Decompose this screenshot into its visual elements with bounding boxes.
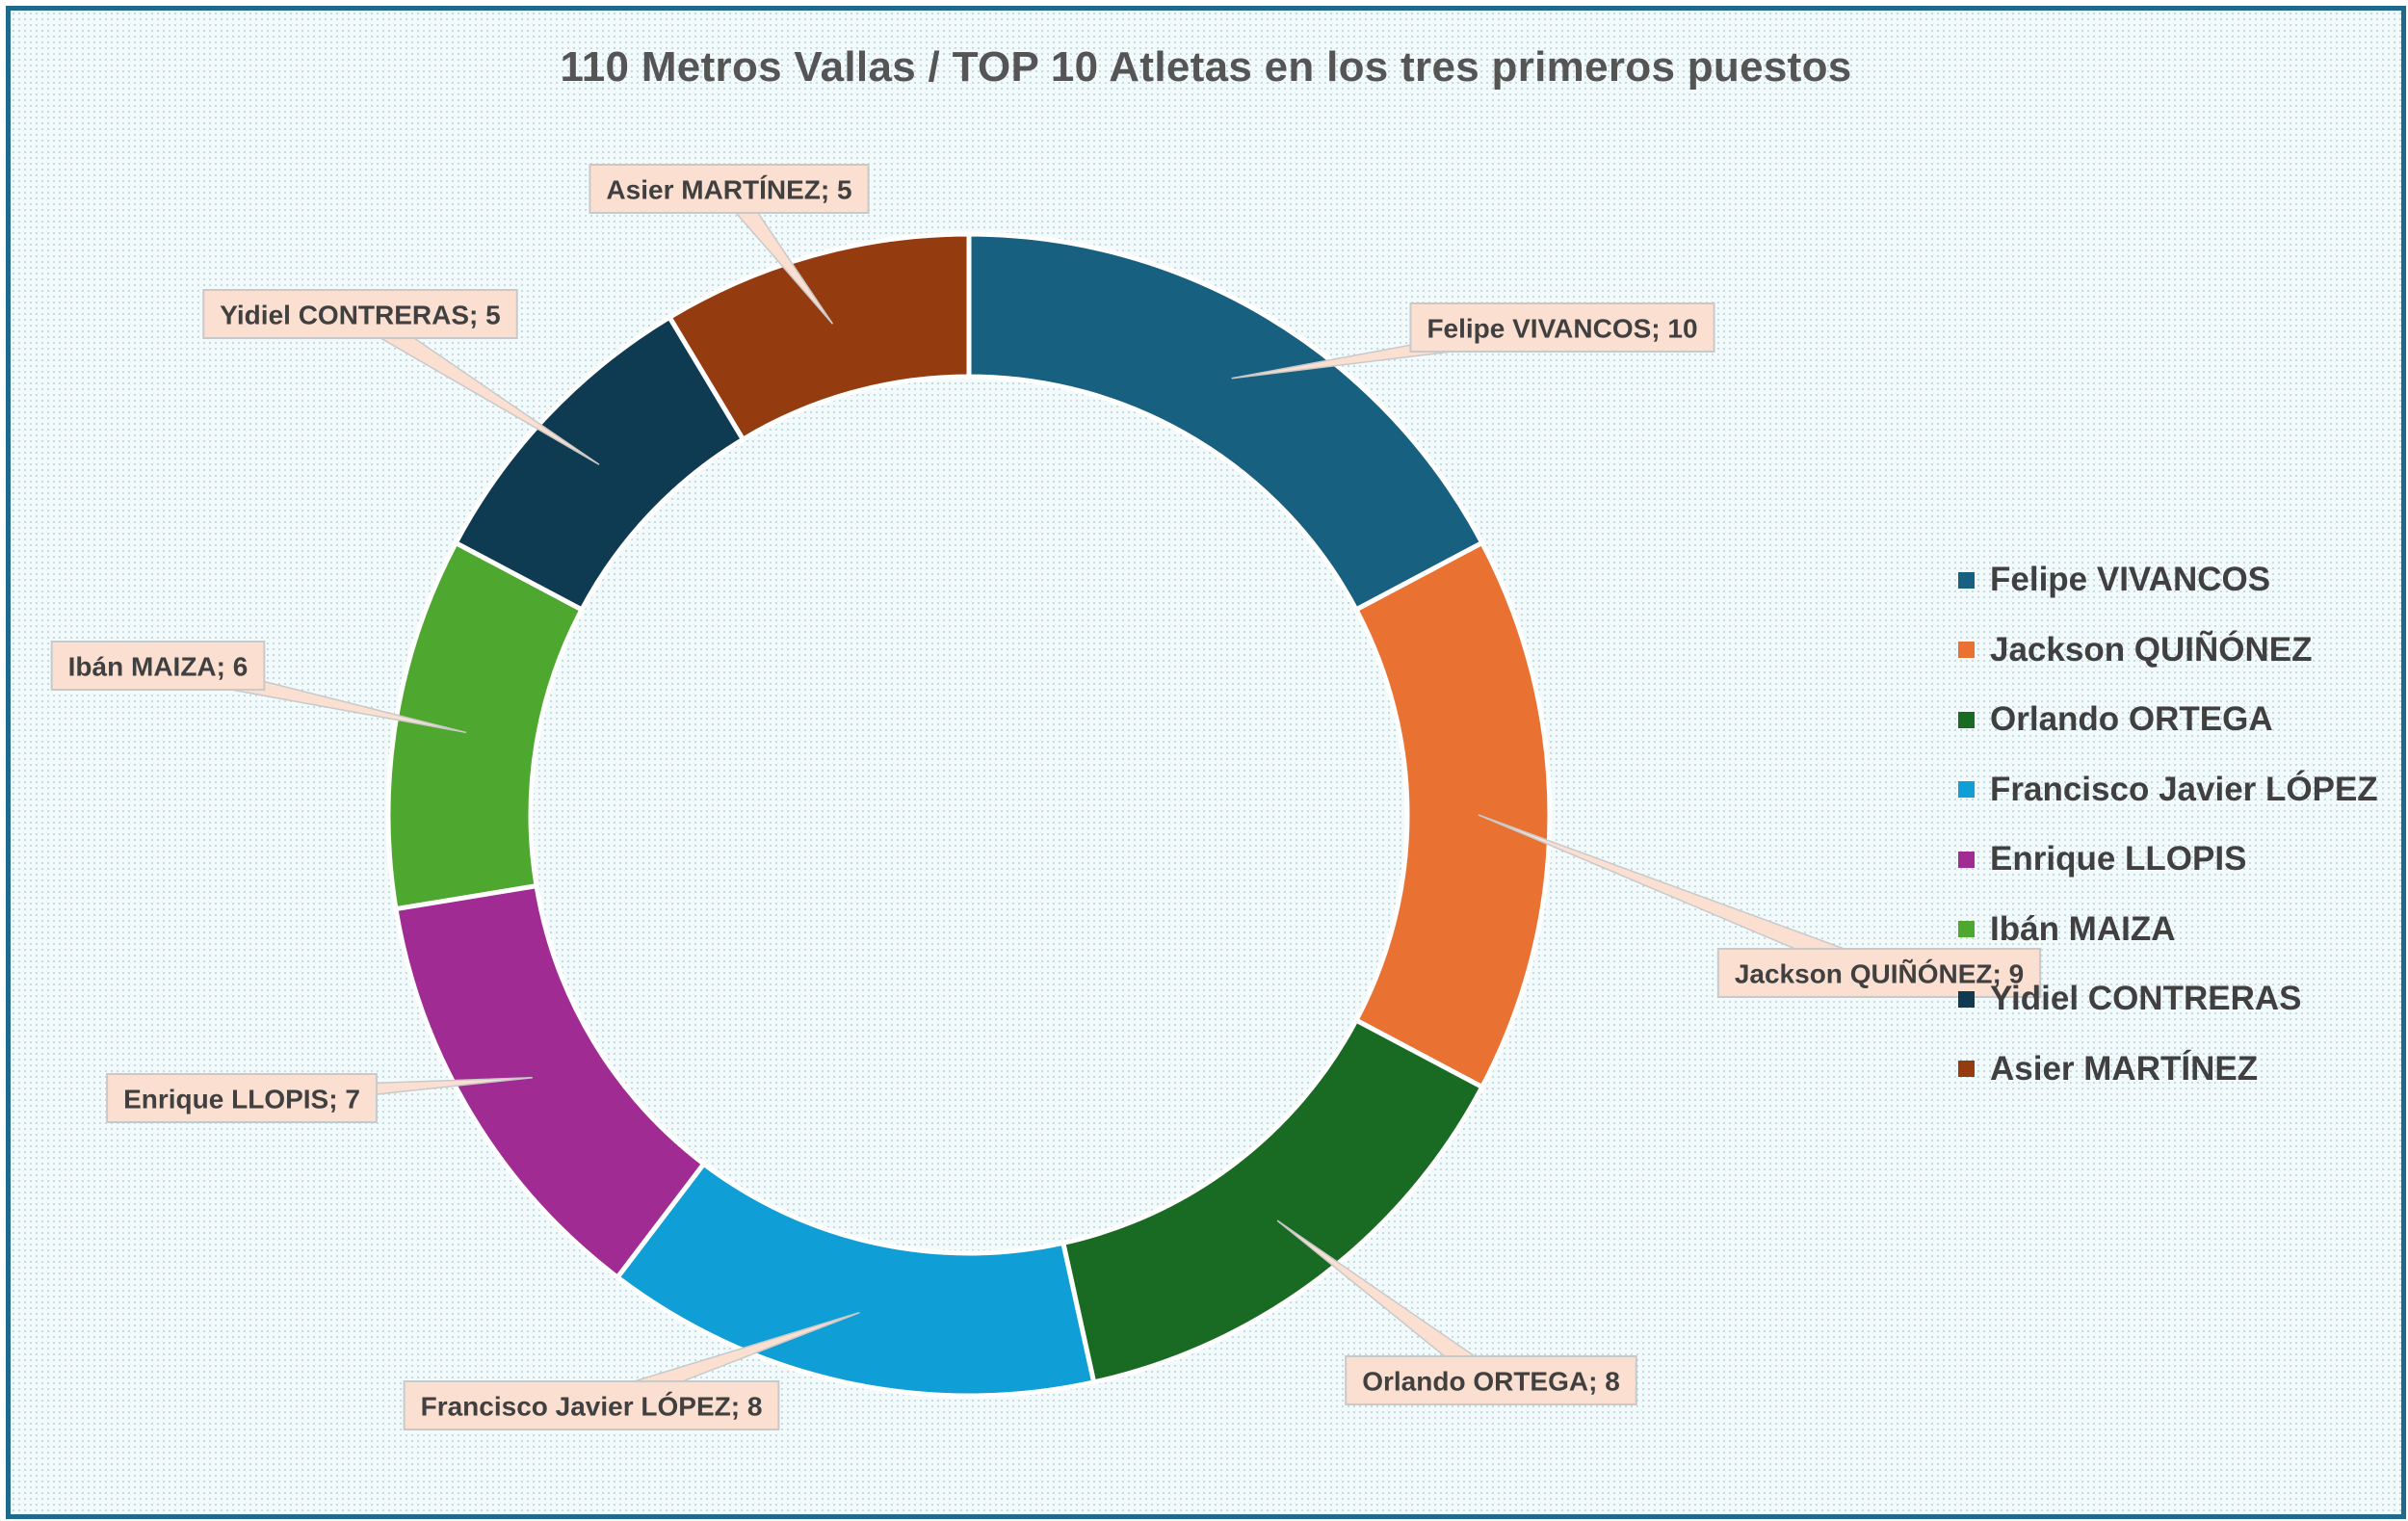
chart-frame: Felipe VIVANCOS; 10 Jackson QUIÑÓNEZ; 9 Or…	[6, 6, 2406, 1519]
data-label-text: Enrique LLOPIS; 7	[123, 1085, 360, 1115]
legend-item[interactable]: Enrique LLOPIS	[1958, 825, 2378, 895]
data-label: Orlando ORTEGA; 8	[1276, 1219, 1637, 1405]
data-labels: Felipe VIVANCOS; 10 Jackson QUIÑÓNEZ; 9 Or…	[50, 164, 2042, 1430]
legend-label: Asier MARTÍNEZ	[1990, 1049, 2259, 1088]
data-label-text: Jackson QUIÑÓNEZ; 9	[1735, 959, 2024, 989]
legend-item[interactable]: Orlando ORTEGA	[1958, 685, 2378, 755]
data-label-box	[1716, 948, 2042, 998]
legend-swatch	[1958, 642, 1975, 659]
legend-item[interactable]: Yidiel CONTRERAS	[1958, 964, 2378, 1035]
data-label: Francisco Javier LÓPEZ; 8	[403, 1311, 860, 1430]
data-label-text: Yidiel CONTRERAS; 5	[220, 301, 500, 330]
chart-title: 110 Metros Vallas / TOP 10 Atletas en lo…	[560, 43, 1852, 91]
legend-label: Jackson QUIÑÓNEZ	[1990, 630, 2313, 669]
legend-label: Felipe VIVANCOS	[1990, 561, 2271, 599]
data-label: Felipe VIVANCOS; 10	[1231, 302, 1715, 380]
data-label-text: Francisco Javier LÓPEZ; 8	[421, 1392, 763, 1422]
legend-swatch	[1958, 1061, 1975, 1078]
legend-label: Yidiel CONTRERAS	[1990, 980, 2302, 1018]
slice-asier-mart-nez[interactable]	[666, 231, 972, 443]
legend-swatch	[1958, 571, 1975, 589]
slice-ib-n-maiza[interactable]	[385, 539, 586, 912]
data-label-box	[1345, 1355, 1637, 1405]
doughnut-slices	[385, 231, 1553, 1399]
legend-item[interactable]: Francisco Javier LÓPEZ	[1958, 755, 2378, 826]
data-label-box	[589, 164, 870, 214]
legend-swatch	[1958, 851, 1975, 868]
data-label-text: Ibán MAIZA; 6	[68, 652, 249, 682]
slice-francisco-javier-l-pez[interactable]	[614, 1160, 1097, 1399]
legend-swatch	[1958, 711, 1975, 728]
doughnut-chart: Felipe VIVANCOS; 10 Jackson QUIÑÓNEZ; 9 Or…	[50, 164, 2042, 1430]
legend-swatch	[1958, 781, 1975, 799]
slice-felipe-vivancos[interactable]	[966, 231, 1486, 614]
legend-swatch	[1958, 921, 1975, 938]
data-label-text: Orlando ORTEGA; 8	[1362, 1367, 1620, 1397]
data-label-box	[1409, 302, 1715, 353]
legend-label: Enrique LLOPIS	[1990, 840, 2247, 879]
data-label: Enrique LLOPIS; 7	[106, 1073, 533, 1123]
data-label: Asier MARTÍNEZ; 5	[589, 164, 870, 325]
legend-label: Francisco Javier LÓPEZ	[1990, 770, 2378, 808]
data-label-text: Felipe VIVANCOS; 10	[1426, 314, 1697, 344]
slice-jackson-qui-nez[interactable]	[1352, 539, 1553, 1090]
chart-legend: Felipe VIVANCOS Jackson QUIÑÓNEZ Orlando O…	[1958, 545, 2378, 1104]
data-label: Yidiel CONTRERAS; 5	[202, 289, 600, 465]
legend-item[interactable]: Asier MARTÍNEZ	[1958, 1035, 2378, 1105]
data-label-box	[403, 1380, 780, 1430]
legend-swatch	[1958, 990, 1975, 1008]
legend-item[interactable]: Felipe VIVANCOS	[1958, 545, 2378, 616]
legend-label: Ibán MAIZA	[1990, 909, 2176, 948]
data-label-box	[50, 641, 266, 691]
data-label: Ibán MAIZA; 6	[50, 641, 467, 734]
data-label-box	[202, 289, 518, 339]
data-label: Jackson QUIÑÓNEZ; 9	[1478, 814, 2042, 998]
data-label-box	[106, 1073, 378, 1123]
legend-item[interactable]: Jackson QUIÑÓNEZ	[1958, 616, 2378, 686]
legend-item[interactable]: Ibán MAIZA	[1958, 895, 2378, 965]
legend-label: Orlando ORTEGA	[1990, 700, 2273, 739]
data-label-text: Asier MARTÍNEZ; 5	[606, 175, 851, 205]
